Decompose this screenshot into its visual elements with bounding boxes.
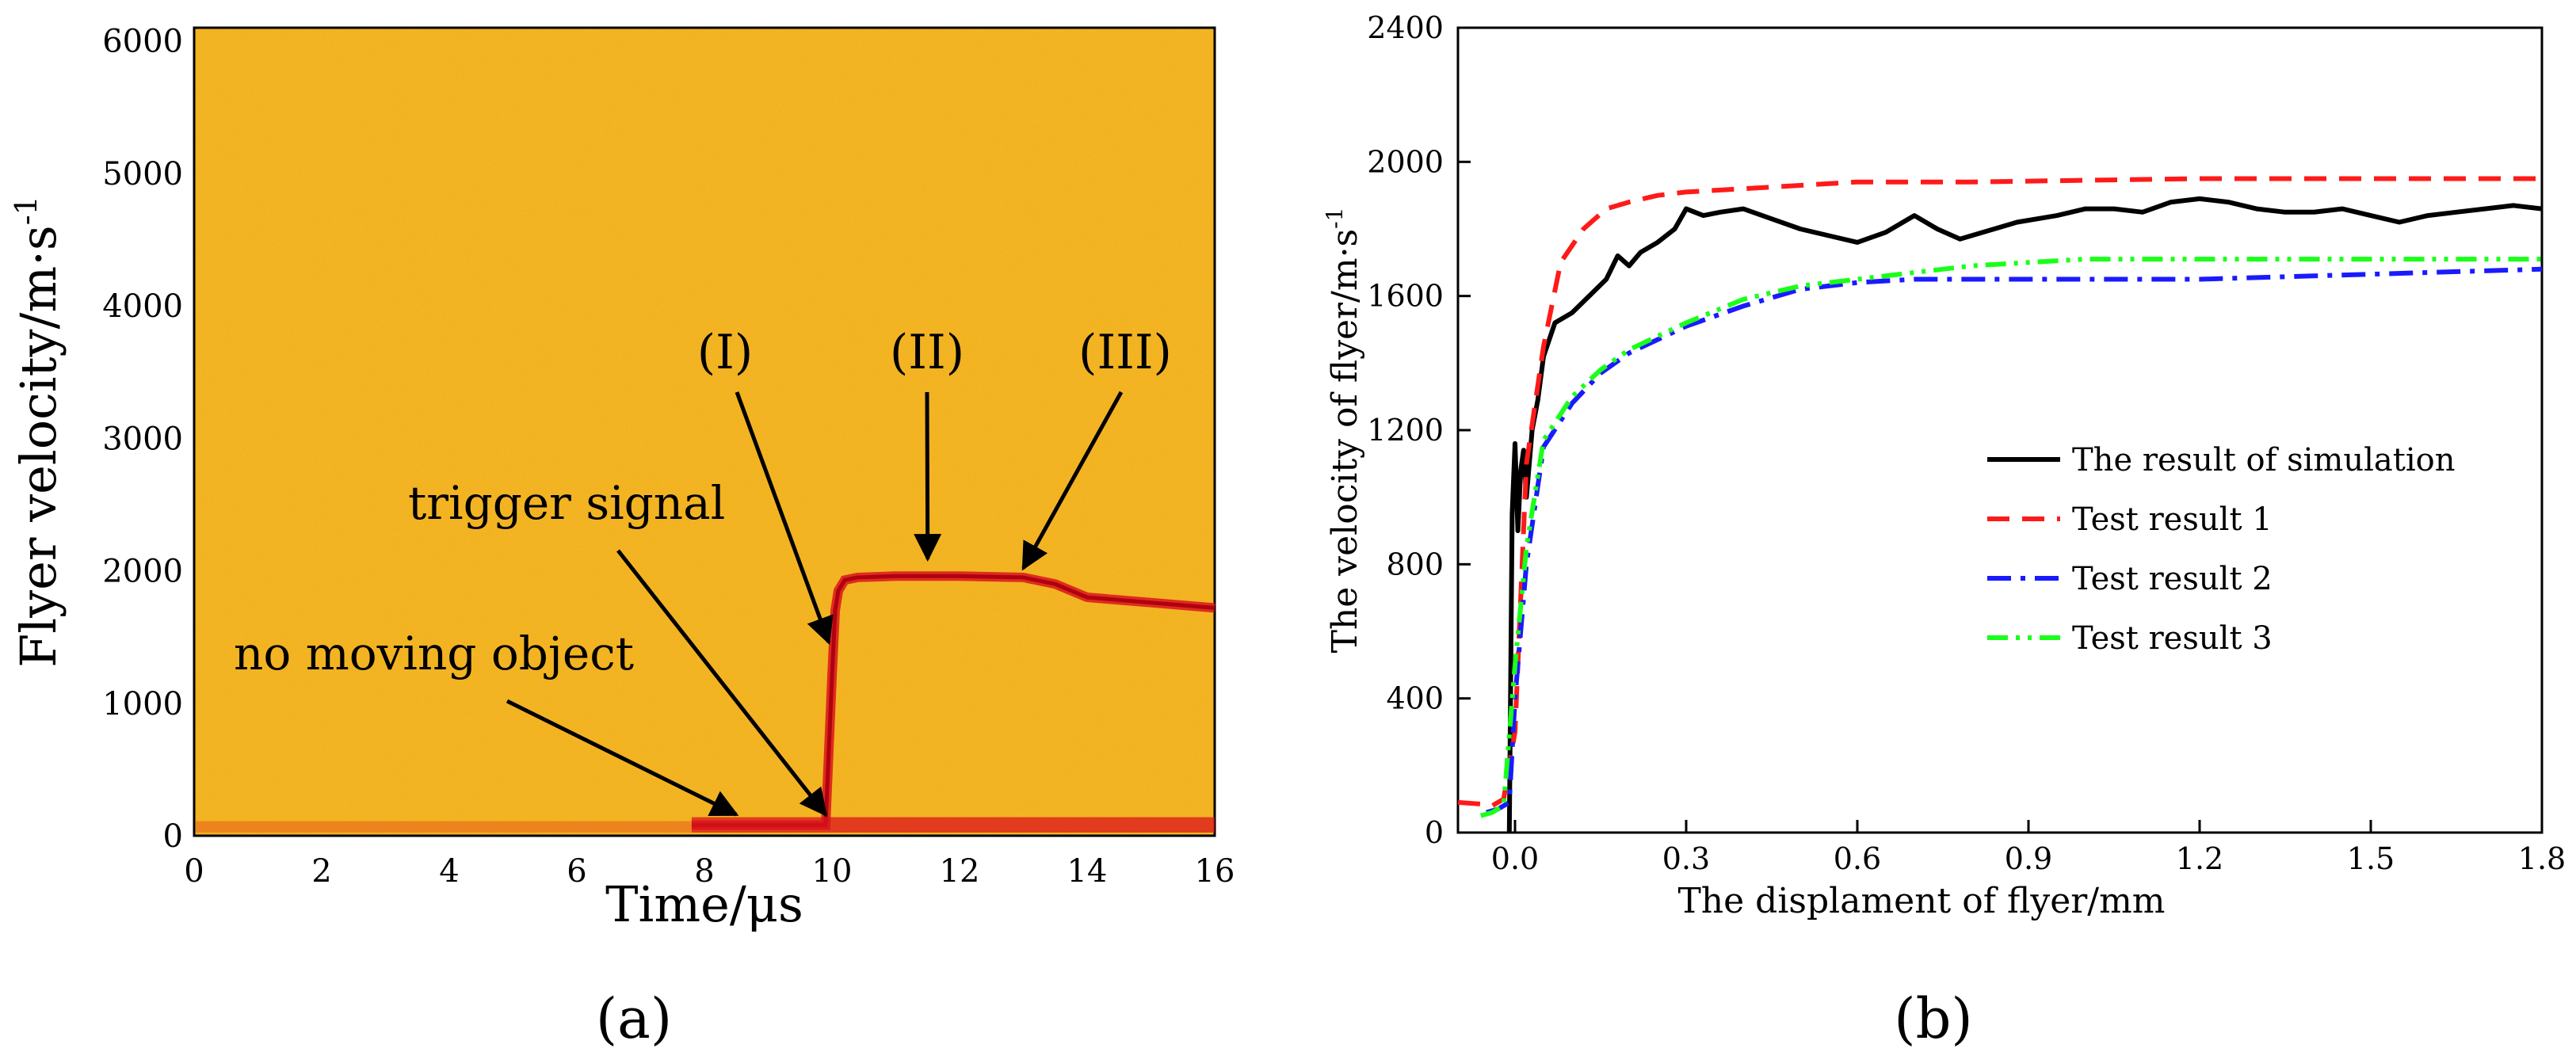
x-tick-label: 0 [184,853,204,890]
panel-label-b: (b) [1894,986,1972,1051]
annotation-arrow [914,391,942,562]
x-axis-label: Time/μs [605,875,803,933]
legend: The result of simulation Test result 1 Tes… [1987,442,2455,657]
y-tick-label: 0 [163,818,183,855]
y-tick-label: 1200 [1367,413,1444,448]
y-tick-label: 2400 [1367,10,1444,45]
legend-label-4: Test result 3 [2072,620,2273,657]
series-line-3 [1486,266,2543,815]
y-tick-label: 3000 [102,421,183,457]
y-axis-label: Flyer velocity/m·s-1 [9,196,67,668]
x-tick-label: 14 [1067,853,1108,890]
x-tick-label: 0.0 [1491,841,1539,876]
series-lines [1457,176,2543,833]
y-tick-label: 400 [1386,681,1444,716]
x-tick-label: 0.3 [1662,841,1710,876]
x-tick-label: 0.6 [1834,841,1881,876]
panel-label-a: (a) [596,986,672,1051]
y-axis-label-superscript: -1 [9,196,44,225]
y-tick-labels: 0 400 800 1200 1600 2000 2400 [1367,10,1444,850]
x-tick-labels: 0.0 0.3 0.6 0.9 1.2 1.5 1.8 [1491,841,2566,876]
y-tick-label: 6000 [102,24,183,60]
y-tick-label: 2000 [1367,144,1444,179]
annotations: (I) (II) (III) trigger signal no moving obje… [234,325,1172,818]
y-tick-label: 1600 [1367,279,1444,314]
velocity-signal-trace [196,571,1215,833]
signal-line-core [691,574,1215,828]
x-tick-label: 1.5 [2347,841,2395,876]
x-tick-label: 8 [694,853,714,890]
spectrogram-frame [193,26,1216,837]
y-tick-label: 4000 [102,288,183,325]
x-tick-label: 1.8 [2518,841,2566,876]
x-tick-label: 2 [311,853,331,890]
annotation-label: (I) [697,325,754,380]
y-axis-label: The velocity of flyer/m·s-1 [1322,208,1365,654]
x-axis-label: The displament of flyer/mm [1677,881,2165,921]
x-tick-label: 10 [812,853,853,890]
x-tick-label: 4 [439,853,459,890]
spectrogram-noise [194,28,1215,836]
plot-frame [1456,26,2544,834]
y-tick-label: 800 [1386,547,1444,581]
annotation-arrow [506,699,739,817]
panel-b-line-chart: 0.0 0.3 0.6 0.9 1.2 1.5 1.8 0 400 800 1200 1600 200… [1322,10,2566,1051]
y-tick-label: 0 [1425,815,1444,850]
annotation-arrow [1021,391,1124,571]
baseline-band [196,821,692,833]
annotation-label: (III) [1078,325,1172,380]
x-tick-label: 1.2 [2176,841,2223,876]
annotation-label: trigger signal [408,476,725,530]
x-tick-label: 12 [940,853,980,890]
trigger-band [691,817,1215,833]
y-tick-label: 2000 [102,554,183,590]
series-line-4 [1479,257,2542,818]
y-tick-labels: 0 1000 2000 3000 4000 5000 6000 [102,24,183,855]
y-tick-label: 1000 [102,686,183,722]
annotation-label: (II) [890,325,964,380]
legend-label-3: Test result 2 [2072,561,2273,597]
x-tick-label: 0.9 [2005,841,2052,876]
annotation-arrow [735,391,834,646]
axis-ticks [1458,26,2544,834]
x-tick-label: 6 [567,853,586,890]
annotation-label: no moving object [234,627,634,680]
panel-a-spectrogram: 0 2 4 6 8 10 12 14 16 0100020003000400050006000 … [9,24,1235,1051]
legend-label-1: The result of simulation [2072,442,2455,478]
x-tick-labels: 0 2 4 6 8 10 12 14 16 [184,853,1235,890]
x-tick-label: 16 [1195,853,1235,890]
y-tick-label: 5000 [102,156,183,192]
legend-label-2: Test result 1 [2072,501,2273,538]
annotation-arrow [616,549,828,818]
y-axis-label-superscript: -1 [1322,208,1348,229]
